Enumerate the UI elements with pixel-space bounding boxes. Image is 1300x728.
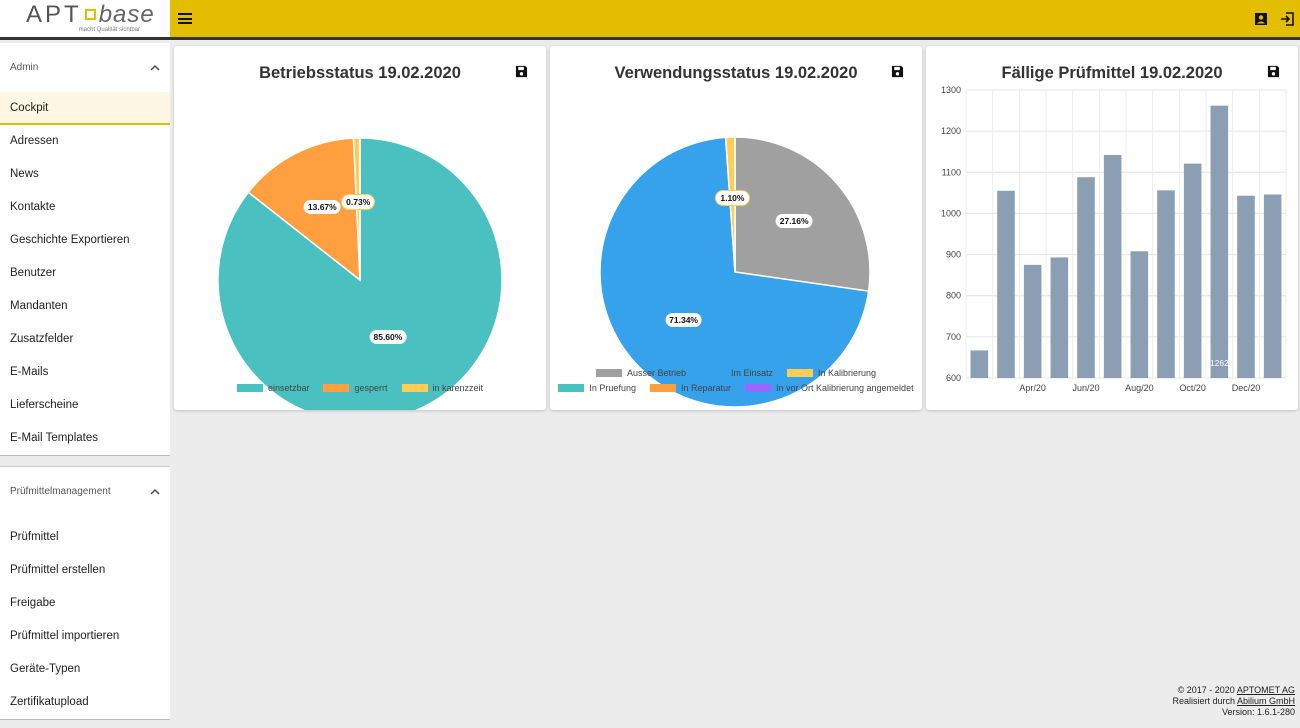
y-tick-label: 600 xyxy=(946,373,961,383)
save-icon[interactable] xyxy=(891,65,904,78)
y-tick-label: 700 xyxy=(946,332,961,342)
sidebar-item-zertifikatupload[interactable]: Zertifikatupload xyxy=(10,696,89,708)
legend-item-einsetzbar[interactable]: einsetzbar xyxy=(236,383,309,393)
chart-title: Fällige Prüfmittel 19.02.2020 xyxy=(1001,64,1223,82)
chart-title: Verwendungsstatus 19.02.2020 xyxy=(614,64,858,82)
logo-apt: APT xyxy=(26,1,82,28)
chart-legend: einsetzbar gesperrt in karenzzeit xyxy=(174,383,546,393)
sidebar: Admin Cockpit Adressen News Kontakte Ges… xyxy=(0,43,170,728)
bar-mar-20[interactable] xyxy=(997,190,1015,378)
sidebar-item-benutzer[interactable]: Benutzer xyxy=(10,267,57,279)
sidebar-item-pruefmittel-importieren[interactable]: Prüfmittel importieren xyxy=(10,630,120,642)
sidebar-header-pruefmittelmanagement[interactable]: Prüfmittelmanagement xyxy=(0,467,170,516)
card-verwendungsstatus: Verwendungsstatus 19.02.2020 Ausser Betr… xyxy=(550,46,922,410)
bar-nov-20[interactable] xyxy=(1210,105,1229,379)
legend-item-vor-ort-kalibrierung[interactable]: In vor Ort Kalibrierung angemeldet xyxy=(745,383,914,393)
sidebar-item-geraete-typen[interactable]: Geräte-Typen xyxy=(10,663,81,675)
pie-chart-betriebsstatus xyxy=(217,137,503,410)
legend-item-in-reparatur[interactable]: In Reparatur xyxy=(649,383,731,393)
sidebar-item-news[interactable]: News xyxy=(10,168,39,180)
pie-chart-verwendungsstatus xyxy=(599,136,871,408)
y-tick-label: 800 xyxy=(946,291,961,301)
sidebar-item-zusatzfelder[interactable]: Zusatzfelder xyxy=(10,333,74,345)
y-tick-label: 1200 xyxy=(941,126,961,136)
sidebar-item-mandanten[interactable]: Mandanten xyxy=(10,300,68,312)
sidebar-item-lieferscheine[interactable]: Lieferscheine xyxy=(10,399,79,411)
card-faellige-pruefmittel: Fällige Prüfmittel 19.02.2020 600 700 800 9… xyxy=(926,46,1298,410)
sidebar-section-admin: Admin Cockpit Adressen News Kontakte Ges… xyxy=(0,43,170,456)
legend-item-gesperrt[interactable]: gesperrt xyxy=(323,383,388,393)
chart-legend-row-1: Ausser Betrieb Im Einsatz In Kalibrierun… xyxy=(550,368,922,378)
legend-item-im-einsatz[interactable]: Im Einsatz xyxy=(699,368,773,378)
pie-label-in-kalibrierung: 1.10% xyxy=(715,189,750,206)
sidebar-item-adressen[interactable]: Adressen xyxy=(10,135,59,147)
sidebar-item-geschichte-exportieren[interactable]: Geschichte Exportieren xyxy=(10,234,130,246)
sidebar-header-admin[interactable]: Admin xyxy=(0,43,170,92)
legend-item-in-karenzzeit[interactable]: in karenzzeit xyxy=(401,383,483,393)
logout-icon[interactable] xyxy=(1280,12,1294,26)
legend-item-in-kalibrierung[interactable]: In Kalibrierung xyxy=(787,368,876,378)
bar-sep-20[interactable] xyxy=(1157,190,1175,378)
save-icon[interactable] xyxy=(515,65,528,78)
pie-label-ausser-betrieb: 27.16% xyxy=(774,212,814,229)
y-tick-label: 900 xyxy=(946,250,961,260)
bar-aug-20[interactable] xyxy=(1130,251,1149,378)
sidebar-item-kontakte[interactable]: Kontakte xyxy=(10,201,56,213)
pie-label-im-einsatz: 71.34% xyxy=(664,311,703,328)
logo[interactable]: APT base macht Qualität sichtbar xyxy=(0,0,170,40)
footer-realisiert: Realisiert durch xyxy=(1172,696,1237,706)
y-tick-label: 1000 xyxy=(941,208,961,218)
y-tick-label: 1100 xyxy=(942,167,961,177)
pie-slice-einsetzbar[interactable] xyxy=(217,137,503,410)
sidebar-item-cockpit[interactable]: Cockpit xyxy=(0,92,170,125)
bar-jan-21[interactable] xyxy=(1263,194,1282,378)
pie-slice-im-einsatz[interactable] xyxy=(599,136,870,408)
bar-may-20[interactable] xyxy=(1050,257,1069,378)
sidebar-section-pruefmittel: Prüfmittelmanagement Prüfmittel Prüfmitt… xyxy=(0,466,170,720)
footer-copyright: © 2017 - 2020 xyxy=(1177,685,1237,695)
sidebar-item-pruefmittel-erstellen[interactable]: Prüfmittel erstellen xyxy=(10,564,106,576)
bar-jun-20[interactable] xyxy=(1077,177,1095,378)
menu-icon[interactable] xyxy=(178,13,192,25)
bar-dec-20[interactable] xyxy=(1237,195,1255,378)
bar-apr-20[interactable] xyxy=(1023,264,1042,378)
legend-item-in-pruefung[interactable]: In Pruefung xyxy=(558,383,636,393)
top-bar xyxy=(170,0,1300,40)
bar-value-label: 1262 xyxy=(1210,358,1229,368)
sidebar-item-pruefmittel[interactable]: Prüfmittel xyxy=(10,531,59,543)
pie-label-gesperrt: 13.67% xyxy=(302,198,342,215)
sidebar-header-label: Prüfmittelmanagement xyxy=(10,486,111,497)
bar-feb-20[interactable] xyxy=(970,350,989,378)
user-icon[interactable] xyxy=(1254,12,1268,26)
sidebar-header-label: Admin xyxy=(10,62,39,73)
logo-base: base xyxy=(98,1,155,28)
x-tick-label: Jun/20 xyxy=(1072,383,1099,393)
bar-chart-faellige-pruefmittel: 600 700 800 900 1000 1100 1200 1300 Apr/20 Jun/20… xyxy=(941,85,1287,393)
chevron-up-icon xyxy=(150,489,160,495)
save-icon[interactable] xyxy=(1267,65,1280,78)
sidebar-item-email-templates[interactable]: E-Mail Templates xyxy=(10,432,98,444)
legend-item-ausser-betrieb[interactable]: Ausser Betrieb xyxy=(595,368,686,378)
pie-label-in-karenzzeit: 0.73% xyxy=(341,193,376,210)
chevron-up-icon xyxy=(150,65,160,71)
chart-title: Betriebsstatus 19.02.2020 xyxy=(259,64,461,82)
bar-jul-20[interactable] xyxy=(1103,155,1122,378)
x-tick-label: Aug/20 xyxy=(1125,383,1154,393)
card-betriebsstatus: Betriebsstatus 19.02.2020 einsetzbar ges… xyxy=(174,46,546,410)
logo-box xyxy=(84,9,96,20)
logo-tagline: macht Qualität sichtbar xyxy=(78,27,140,33)
sidebar-item-freigabe[interactable]: Freigabe xyxy=(10,597,56,609)
x-tick-label: Oct/20 xyxy=(1179,383,1206,393)
sidebar-item-emails[interactable]: E-Mails xyxy=(10,366,49,378)
x-tick-label: Apr/20 xyxy=(1019,383,1046,393)
pie-label-einsetzbar: 85.60% xyxy=(368,329,408,346)
bar-oct-20[interactable] xyxy=(1183,163,1202,378)
x-tick-label: Dec/20 xyxy=(1232,383,1261,393)
footer-link-abilium[interactable]: Abilium GmbH xyxy=(1236,696,1295,706)
footer-link-aptomet[interactable]: APTOMET AG xyxy=(1236,685,1295,695)
footer: © 2017 - 2020 APTOMET AG Realisiert durc… xyxy=(1172,685,1295,718)
y-tick-label: 1300 xyxy=(941,85,961,95)
chart-legend-row-2: In Pruefung In Reparatur In vor Ort Kali… xyxy=(550,383,922,393)
footer-version: Version: 1.6.1-280 xyxy=(1221,707,1295,717)
